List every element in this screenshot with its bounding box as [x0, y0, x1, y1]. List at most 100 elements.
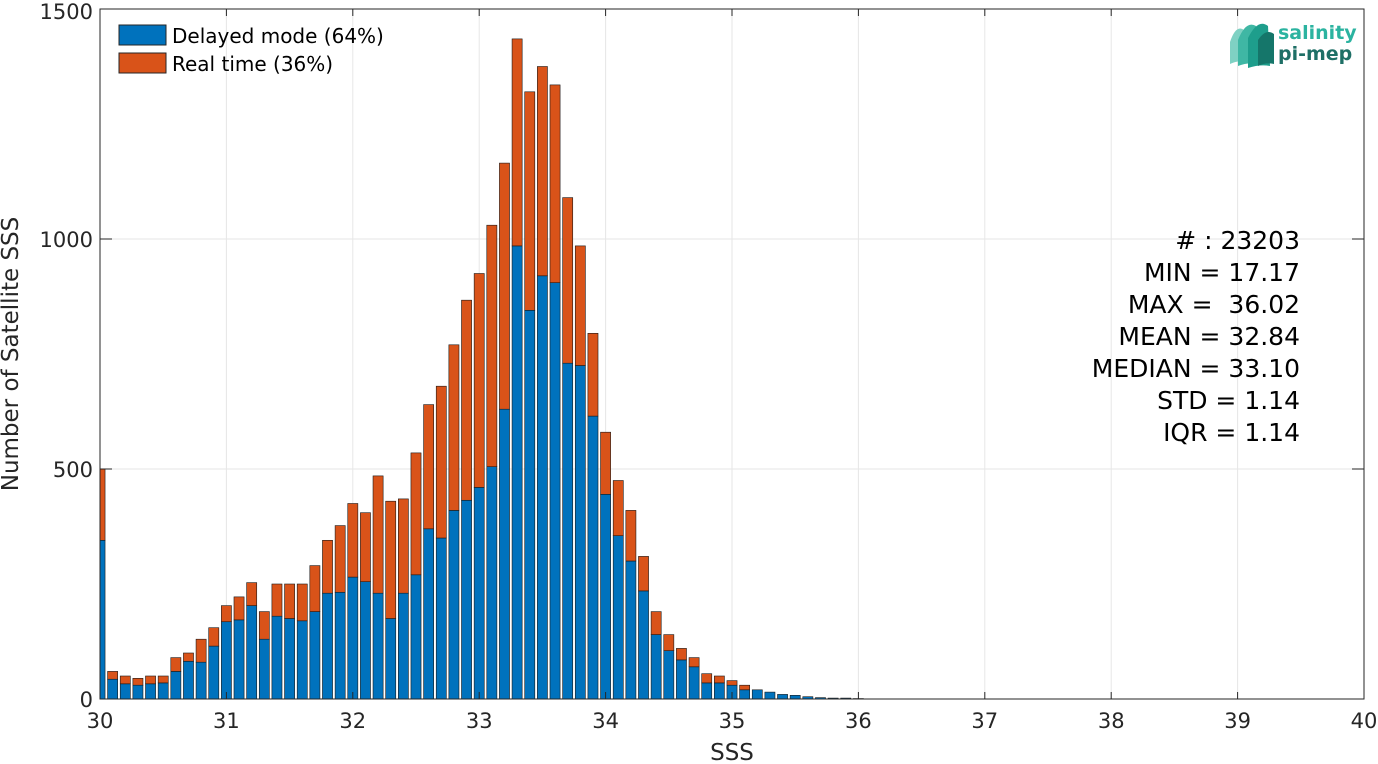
bar-real-time	[99, 468, 106, 541]
stat-median: MEDIAN = 33.10	[1092, 354, 1300, 383]
bar-delayed-mode	[486, 466, 498, 700]
bar-delayed-mode	[751, 689, 763, 700]
bar-delayed-mode	[587, 415, 599, 700]
bar-delayed-mode	[423, 528, 434, 700]
bar-real-time	[638, 556, 649, 592]
y-tick-label: 0	[80, 688, 93, 712]
bar-delayed-mode	[562, 362, 574, 700]
bar-real-time	[688, 657, 700, 668]
bar-real-time	[398, 498, 409, 594]
bar-real-time	[435, 385, 447, 539]
bar-delayed-mode	[271, 615, 283, 700]
bar-delayed-mode	[246, 605, 258, 700]
bar-real-time	[372, 475, 384, 594]
bar-real-time	[676, 648, 687, 661]
bar-real-time	[284, 583, 295, 619]
bar-delayed-mode	[157, 682, 169, 700]
x-tick-label: 31	[213, 709, 240, 733]
bar-real-time	[701, 673, 713, 684]
bar-delayed-mode	[398, 592, 409, 700]
bar-delayed-mode	[777, 694, 788, 700]
stat-min: MIN = 17.17	[1144, 258, 1300, 287]
bar-real-time	[107, 671, 118, 680]
x-tick-label: 33	[466, 709, 493, 733]
bar-delayed-mode	[461, 499, 472, 700]
bar-real-time	[600, 431, 611, 495]
stat-std: STD = 1.14	[1157, 386, 1300, 415]
bar-delayed-mode	[600, 493, 611, 700]
stats-annotation: # : 23203 MIN = 17.17 MAX = 36.02 MEAN =…	[1092, 226, 1300, 447]
legend-swatch-delayed	[118, 24, 167, 46]
bar-delayed-mode	[99, 539, 106, 700]
bar-real-time	[549, 84, 561, 284]
bar-real-time	[612, 480, 624, 537]
bar-delayed-mode	[107, 678, 118, 700]
x-axis-title: SSS	[710, 740, 754, 764]
bar-delayed-mode	[612, 535, 624, 700]
bar-delayed-mode	[663, 650, 675, 700]
bar-delayed-mode	[284, 618, 295, 700]
bar-delayed-mode	[233, 619, 245, 700]
bar-real-time	[562, 197, 574, 364]
bar-real-time	[145, 675, 156, 685]
bar-real-time	[537, 66, 548, 277]
bar-delayed-mode	[701, 682, 713, 700]
legend-label-delayed: Delayed mode (64%)	[172, 24, 384, 48]
bar-delayed-mode	[385, 618, 397, 700]
logo-word-salinity: salinity	[1278, 22, 1357, 44]
bar-delayed-mode	[537, 275, 548, 700]
y-tick-label: 1000	[40, 228, 93, 252]
bar-real-time	[524, 91, 536, 311]
bar-real-time	[486, 224, 498, 467]
bar-real-time	[208, 627, 220, 647]
bar-real-time	[271, 583, 283, 617]
bar-real-time	[119, 675, 131, 685]
bar-delayed-mode	[574, 365, 586, 700]
bar-delayed-mode	[739, 689, 750, 700]
bar-delayed-mode	[221, 621, 232, 700]
bar-delayed-mode	[334, 591, 346, 700]
x-tick-label: 30	[87, 709, 114, 733]
bar-real-time	[423, 404, 434, 530]
bar-real-time	[309, 565, 321, 612]
bar-real-time	[410, 452, 422, 576]
bar-real-time	[233, 596, 245, 621]
logo-word-pimep: pi-mep	[1278, 43, 1352, 65]
bar-real-time	[183, 652, 194, 662]
x-tick-label: 34	[592, 709, 619, 733]
bar-delayed-mode	[347, 576, 359, 700]
bar-delayed-mode	[258, 638, 270, 700]
bar-delayed-mode	[549, 282, 561, 700]
wave-logo-icon	[1230, 23, 1274, 68]
y-tick-label: 500	[53, 458, 93, 482]
bar-delayed-mode	[296, 620, 308, 700]
bar-delayed-mode	[499, 408, 510, 700]
bar-real-time	[473, 273, 485, 488]
bar-real-time	[360, 512, 371, 583]
x-tick-label: 38	[1098, 709, 1125, 733]
bar-real-time	[385, 500, 397, 619]
legend: Delayed mode (64%) Real time (36%)	[118, 24, 384, 76]
y-tick-label: 1500	[40, 0, 93, 24]
bar-real-time	[625, 510, 637, 562]
x-tick-label: 32	[339, 709, 366, 733]
bar-delayed-mode	[473, 487, 485, 700]
bar-delayed-mode	[170, 671, 182, 700]
x-tick-label: 36	[845, 709, 872, 733]
plot-frame	[99, 8, 1365, 700]
x-tick-label: 35	[719, 709, 746, 733]
bar-real-time	[714, 675, 725, 684]
bar-delayed-mode	[309, 611, 321, 700]
bar-real-time	[157, 675, 169, 684]
stat-count: # : 23203	[1175, 226, 1300, 255]
bar-delayed-mode	[625, 560, 637, 700]
stat-mean: MEAN = 32.84	[1118, 322, 1300, 351]
bar-delayed-mode	[688, 666, 700, 700]
bar-real-time	[511, 38, 523, 247]
legend-swatch-realtime	[118, 52, 167, 74]
bar-real-time	[296, 583, 308, 622]
bar-delayed-mode	[435, 537, 447, 700]
bar-delayed-mode	[132, 684, 144, 700]
x-tick-labels: 30 31 32 33 34 35 36 37 38 39 40	[87, 709, 1378, 733]
